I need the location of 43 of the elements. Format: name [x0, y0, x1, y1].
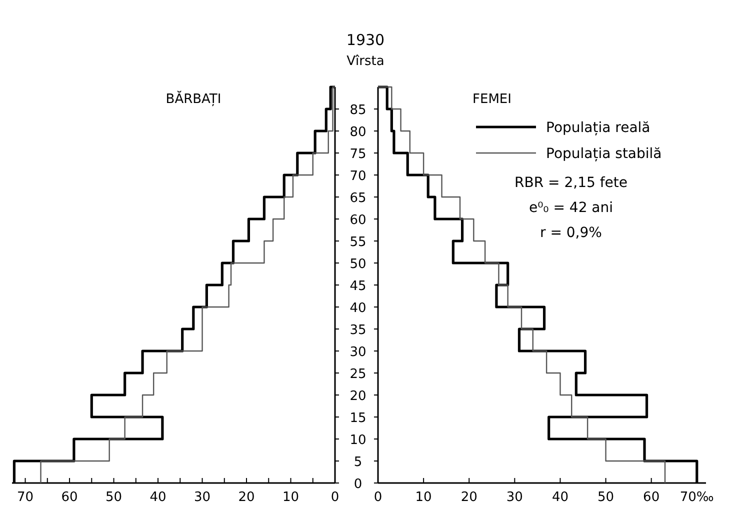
- y-tick-label: 30: [350, 345, 366, 360]
- chart-title: BĂRBAȚI: [166, 90, 222, 107]
- x-tick-label: 10: [415, 490, 432, 505]
- x-tick-label: 10: [282, 490, 300, 505]
- x-tick-label: 70‰: [680, 490, 714, 505]
- x-tick-label: 50: [598, 490, 614, 505]
- x-tick-label: 20: [238, 490, 255, 505]
- y-tick-label: 65: [350, 191, 366, 206]
- y-tick-label: 55: [350, 235, 366, 250]
- y-tick-label: 0: [354, 477, 362, 492]
- y-tick-label: 25: [350, 367, 366, 382]
- y-tick-label: 10: [350, 433, 366, 448]
- y-tick-label: 85: [350, 103, 366, 118]
- legend-label: Populația stabilă: [546, 146, 662, 162]
- x-tick-label: 30: [506, 490, 523, 505]
- y-tick-label: 35: [350, 323, 366, 338]
- x-tick-label: 0: [330, 490, 340, 505]
- x-tick-label: 0: [374, 490, 382, 505]
- annotation: e⁰₀ = 42 ani: [528, 200, 614, 216]
- x-tick-label: 70: [17, 490, 34, 505]
- y-tick-label: 80: [350, 125, 366, 140]
- x-tick-label: 40: [552, 490, 568, 505]
- y-tick-label: 15: [350, 411, 366, 426]
- y-tick-label: 40: [350, 301, 366, 316]
- x-tick-label: 50: [105, 490, 122, 505]
- y-tick-label: 75: [350, 147, 366, 162]
- y-tick-label: 50: [350, 257, 366, 272]
- text: 1930: [346, 31, 385, 49]
- annotation: RBR = 2,15 fete: [514, 175, 628, 191]
- y-axis-title: Vîrsta: [346, 54, 384, 69]
- chart-title: FEMEI: [472, 92, 512, 107]
- x-tick-label: 30: [194, 490, 211, 505]
- x-tick-label: 40: [150, 490, 166, 505]
- annotation: r = 0,9%: [540, 225, 602, 241]
- x-tick-label: 20: [460, 490, 478, 505]
- y-tick-label: 70: [350, 169, 366, 184]
- y-tick-label: 45: [350, 279, 366, 294]
- y-tick-label: 20: [350, 389, 366, 404]
- x-tick-label: 60: [61, 490, 78, 505]
- y-tick-label: 60: [350, 213, 366, 228]
- x-tick-label: 60: [643, 490, 660, 505]
- legend-label: Populația reală: [546, 120, 650, 136]
- y-tick-label: 5: [354, 455, 362, 470]
